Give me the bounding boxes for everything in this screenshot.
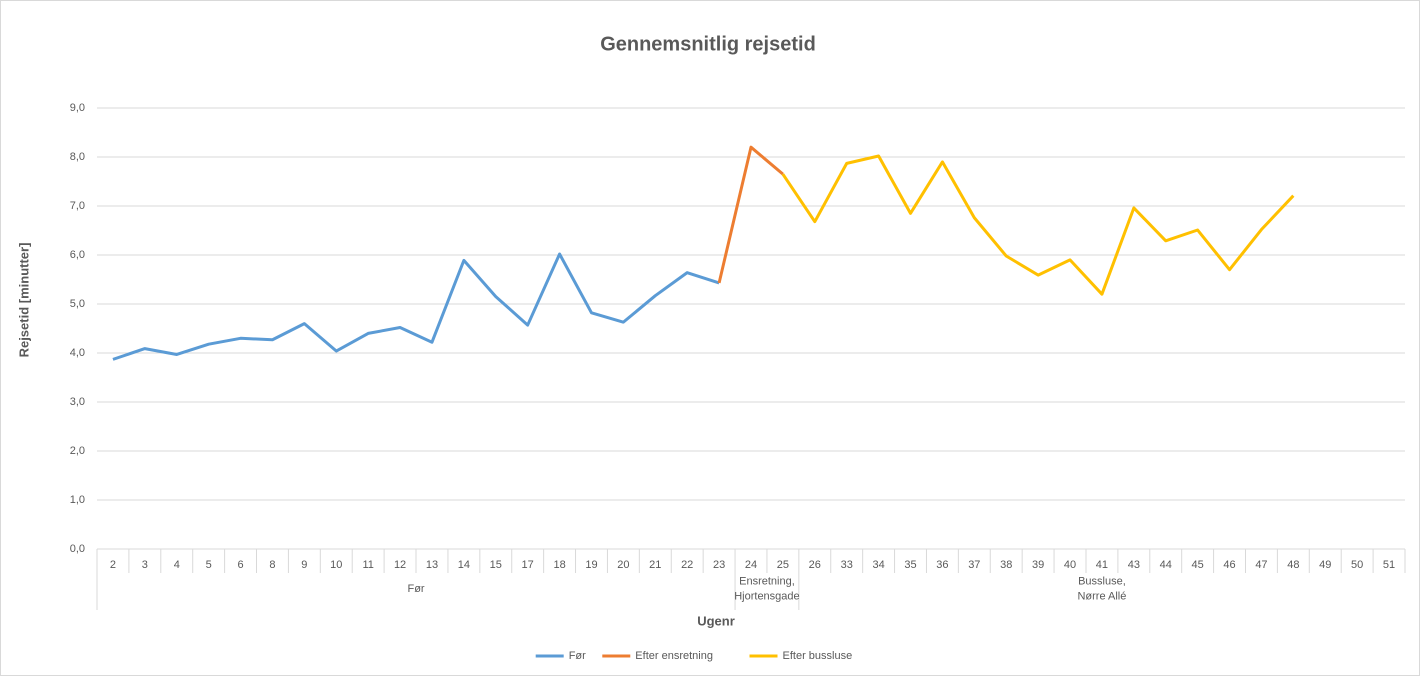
x-tick-label: 26 — [809, 559, 821, 571]
y-tick-label: 8,0 — [70, 151, 85, 163]
x-tick-label: 3 — [142, 559, 148, 571]
x-tick-label: 33 — [841, 559, 853, 571]
x-tick-label: 21 — [649, 559, 661, 571]
y-tick-label: 2,0 — [70, 445, 85, 457]
y-tick-label: 5,0 — [70, 298, 85, 310]
x-tick-label: 37 — [968, 559, 980, 571]
x-tick-label: 43 — [1128, 559, 1140, 571]
chart-title: Gennemsnitlig rejsetid — [600, 33, 816, 55]
y-tick-label: 4,0 — [70, 347, 85, 359]
x-tick-label: 6 — [237, 559, 243, 571]
x-tick-label: 12 — [394, 559, 406, 571]
x-tick-label: 48 — [1287, 559, 1299, 571]
x-axis-title: Ugenr — [697, 613, 735, 628]
x-tick-label: 22 — [681, 559, 693, 571]
x-tick-label: 44 — [1160, 559, 1172, 571]
legend-label: Efter ensretning — [635, 650, 713, 662]
x-tick-label: 39 — [1032, 559, 1044, 571]
x-tick-label: 10 — [330, 559, 342, 571]
y-axis-title: Rejsetid [minutter] — [16, 243, 31, 358]
x-tick-label: 36 — [936, 559, 948, 571]
x-tick-label: 13 — [426, 559, 438, 571]
y-tick-label: 0,0 — [70, 543, 85, 555]
x-tick-label: 49 — [1319, 559, 1331, 571]
x-tick-label: 4 — [174, 559, 180, 571]
x-tick-label: 45 — [1192, 559, 1204, 571]
group-label: Ensretning, — [739, 575, 795, 587]
x-tick-label: 23 — [713, 559, 725, 571]
x-tick-label: 17 — [522, 559, 534, 571]
y-tick-label: 6,0 — [70, 249, 85, 261]
x-tick-label: 41 — [1096, 559, 1108, 571]
x-tick-label: 40 — [1064, 559, 1076, 571]
x-tick-label: 34 — [872, 559, 884, 571]
x-tick-label: 11 — [362, 559, 373, 571]
x-tick-label: 35 — [904, 559, 916, 571]
y-tick-label: 1,0 — [70, 494, 85, 506]
group-label: Bussluse, — [1078, 575, 1126, 587]
x-tick-label: 18 — [553, 559, 565, 571]
series-line — [112, 252, 720, 361]
y-tick-label: 7,0 — [70, 200, 85, 212]
x-tick-label: 46 — [1223, 559, 1235, 571]
x-tick-label: 47 — [1255, 559, 1267, 571]
y-tick-label: 9,0 — [70, 102, 85, 114]
x-tick-label: 50 — [1351, 559, 1363, 571]
group-label: Før — [407, 583, 424, 595]
x-tick-label: 51 — [1383, 559, 1395, 571]
x-tick-label: 9 — [301, 559, 307, 571]
x-tick-label: 25 — [777, 559, 789, 571]
group-label: Hjortensgade — [734, 590, 799, 602]
x-tick-label: 19 — [585, 559, 597, 571]
legend-label: Før — [569, 650, 586, 662]
series-line — [717, 145, 784, 284]
x-tick-label: 8 — [269, 559, 275, 571]
x-tick-label: 38 — [1000, 559, 1012, 571]
x-tick-label: 2 — [110, 559, 116, 571]
x-tick-label: 20 — [617, 559, 629, 571]
series-line — [781, 154, 1295, 296]
x-tick-label: 5 — [206, 559, 212, 571]
x-tick-label: 15 — [490, 559, 502, 571]
group-label: Nørre Allé — [1077, 590, 1126, 602]
y-tick-label: 3,0 — [70, 396, 85, 408]
x-tick-label: 14 — [458, 559, 470, 571]
legend-label: Efter bussluse — [783, 650, 853, 662]
x-tick-label: 24 — [745, 559, 757, 571]
